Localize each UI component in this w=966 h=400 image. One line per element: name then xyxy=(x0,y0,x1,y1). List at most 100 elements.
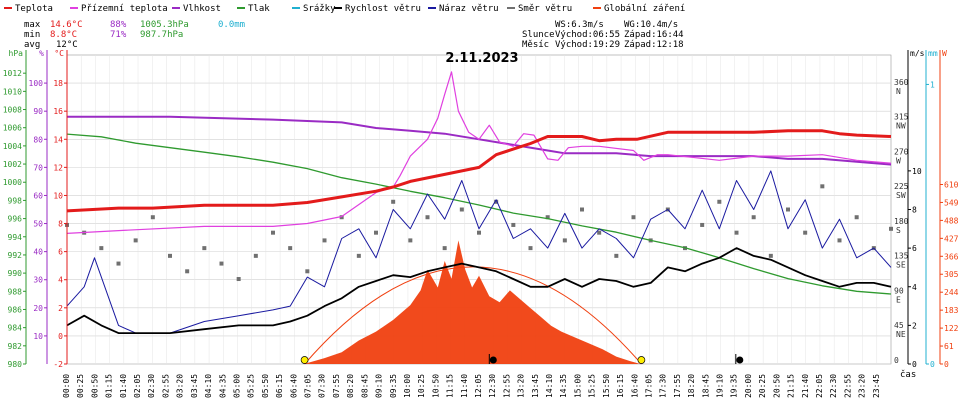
x-tick-label: 02:55 xyxy=(161,374,170,398)
axis-tick-label: 40 xyxy=(33,248,43,257)
direction-tick-label: 360 xyxy=(894,78,909,87)
axis-tick-label: 1008 xyxy=(3,106,22,115)
direction-tick-label: 90 xyxy=(894,286,904,295)
axis-tick-label: 1004 xyxy=(3,142,22,151)
series-line-teplota xyxy=(66,129,892,213)
axis-tick-label: 10 xyxy=(53,191,63,200)
info-sun-label: Slunce xyxy=(522,30,555,40)
legend-label: Přízemní teplota xyxy=(81,4,168,14)
series-line-tlak xyxy=(66,133,892,295)
direction-point xyxy=(837,238,842,243)
direction-point xyxy=(597,230,602,235)
axis-tick-label: 70 xyxy=(33,163,43,172)
direction-point xyxy=(391,199,396,204)
stats-min-press: 987.7hPa xyxy=(140,30,183,40)
direction-tick-label: 0 xyxy=(894,356,899,365)
axis-tick-label: 992 xyxy=(8,251,23,260)
x-tick-label: 20:25 xyxy=(758,374,767,398)
axis-tick-label: 4 xyxy=(912,283,917,292)
axis-tick-label: 1012 xyxy=(3,69,22,78)
x-tick-label: 05:25 xyxy=(247,374,256,398)
axis-unit: mm xyxy=(928,49,938,58)
axis-tick-label: 16 xyxy=(53,107,63,116)
chart-legend: Teplota Přízemní teplota Vlhkost Tlak Srážky… xyxy=(4,4,685,14)
axis-tick-label: 984 xyxy=(8,324,23,333)
axis-tick-label: 6 xyxy=(58,248,63,257)
series-line-n-raz-v-tru xyxy=(66,170,892,334)
x-tick-label: 09:10 xyxy=(375,374,384,398)
axis-tick-label: 0 xyxy=(912,360,917,369)
direction-point xyxy=(494,199,499,204)
legend-label: Vlhkost xyxy=(183,4,221,14)
direction-point xyxy=(751,215,756,220)
axis-unit: W xyxy=(942,49,947,58)
x-tick-label: 22:05 xyxy=(815,374,824,398)
stats-max-hum: 88% xyxy=(110,20,127,30)
info-moon-set: Západ:12:18 xyxy=(624,40,684,50)
x-tick-label: 14:35 xyxy=(559,374,568,398)
axis-tick-label: 80 xyxy=(33,135,43,144)
chart-title: 2.11.2023 xyxy=(445,51,518,66)
axis-tick-label: 549 xyxy=(944,198,959,207)
x-tick-label: 02:05 xyxy=(133,374,142,398)
axis-tick-label: 986 xyxy=(8,305,23,314)
direction-point xyxy=(253,253,258,258)
info-ws: WS:6.3m/s xyxy=(555,20,604,30)
axis-tick-label: 980 xyxy=(8,360,23,369)
direction-point xyxy=(305,269,310,274)
x-tick-label: 05:00 xyxy=(232,374,241,398)
axis-tick-label: 183 xyxy=(944,306,959,315)
axes: hPa9809829849869889909929949969981000100… xyxy=(3,49,959,398)
direction-point xyxy=(99,246,104,251)
direction-point xyxy=(150,215,155,220)
stats-max-rain: 0.0mm xyxy=(218,20,245,30)
axis-tick-label: 61 xyxy=(944,342,954,351)
axis-tick-label: 0 xyxy=(944,360,949,369)
axis-tick-label: 0 xyxy=(930,360,935,369)
axis-tick-label: 8 xyxy=(912,206,917,215)
info-wg: WG:10.4m/s xyxy=(624,20,678,30)
info-moon-label: Měsíc xyxy=(522,40,549,50)
axis-tick-label: 366 xyxy=(944,252,959,261)
legend-label: Tlak xyxy=(248,4,270,14)
x-tick-label: 14:10 xyxy=(545,374,554,398)
legend-label: Globální záření xyxy=(604,4,685,14)
x-tick-label: 16:15 xyxy=(616,374,625,398)
legend-label: Směr větru xyxy=(518,4,572,14)
stats-min-temp: 8.8°C xyxy=(50,30,77,40)
direction-point xyxy=(768,253,773,258)
x-tick-label: 22:30 xyxy=(829,374,838,398)
direction-point xyxy=(408,238,413,243)
sun-moon-markers xyxy=(300,354,744,364)
direction-point xyxy=(820,184,825,189)
direction-tick-label: NW xyxy=(896,122,906,131)
x-tick-label: 17:05 xyxy=(644,374,653,398)
axis-tick-label: 12 xyxy=(53,163,63,172)
direction-point xyxy=(700,222,705,227)
axis-tick-label: 994 xyxy=(8,233,23,242)
axis-tick-label: 305 xyxy=(944,270,959,279)
direction-point xyxy=(185,269,190,274)
direction-point xyxy=(889,226,893,231)
radiation-fill xyxy=(303,240,641,364)
axis-tick-label: 427 xyxy=(944,234,959,243)
direction-point xyxy=(322,238,327,243)
x-tick-label: 00:50 xyxy=(90,374,99,398)
direction-point xyxy=(717,199,722,204)
axis-tick-label: 4 xyxy=(58,276,63,285)
x-tick-label: 13:20 xyxy=(517,374,526,398)
moonset-marker xyxy=(489,356,497,364)
legend-label: Náraz větru xyxy=(439,4,499,14)
direction-point xyxy=(459,207,464,212)
x-tick-label: 02:30 xyxy=(147,374,156,398)
x-tick-label: 01:40 xyxy=(119,374,128,398)
axis-tick-label: 998 xyxy=(8,196,23,205)
axis-tick-label: 60 xyxy=(33,191,43,200)
x-tick-label: 18:20 xyxy=(687,374,696,398)
stats-max-temp: 14.6°C xyxy=(50,20,83,30)
direction-point xyxy=(511,222,516,227)
direction-point xyxy=(854,215,859,220)
x-tick-label: 10:00 xyxy=(403,374,412,398)
x-tick-label: 03:20 xyxy=(176,374,185,398)
axis-tick-label: 6 xyxy=(912,244,917,253)
